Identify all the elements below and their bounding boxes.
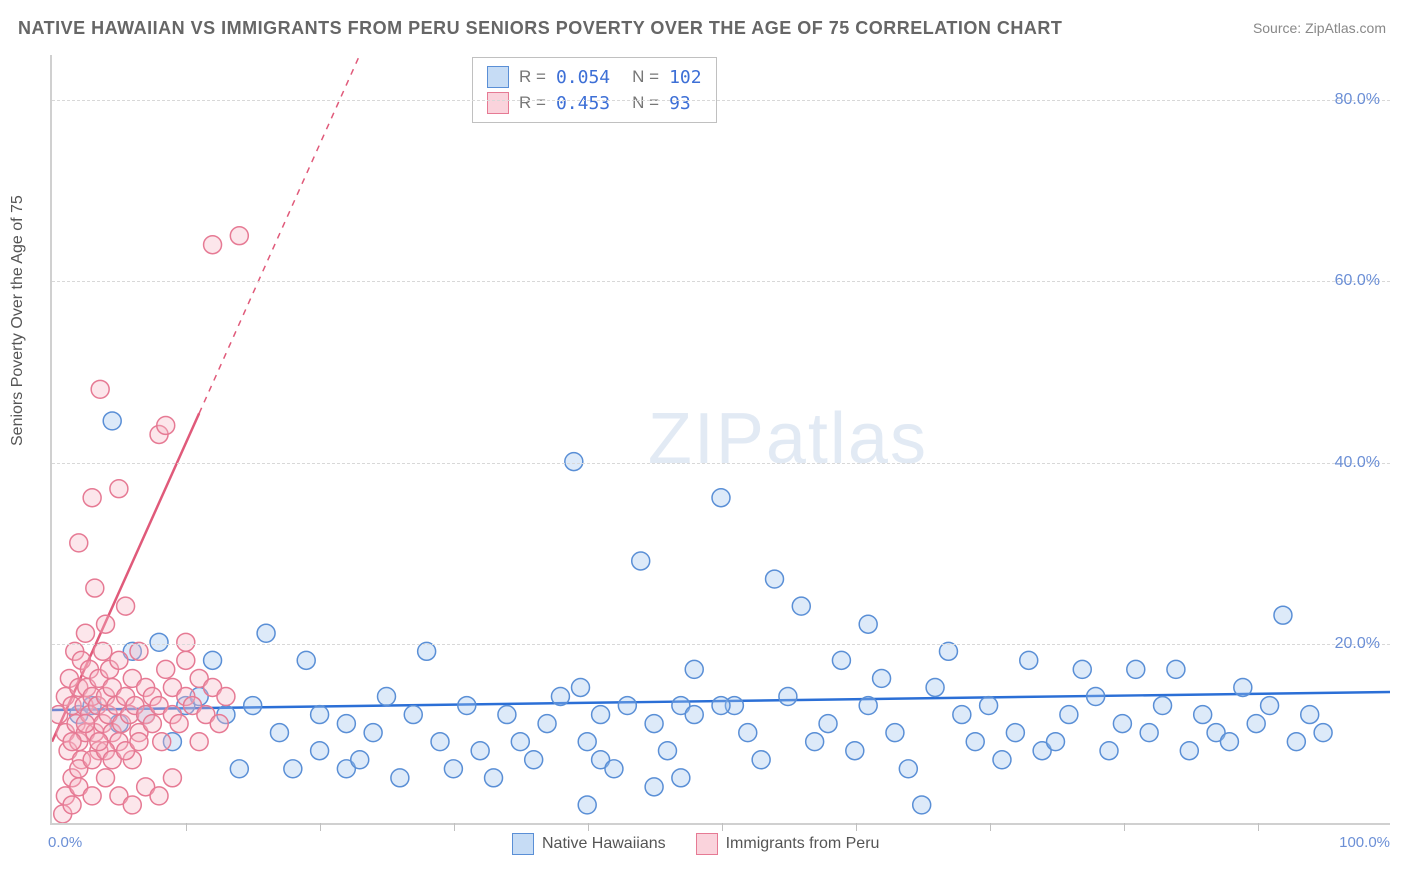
- legend-swatch: [512, 833, 534, 855]
- legend-label: Immigrants from Peru: [726, 835, 880, 853]
- chart-title: NATIVE HAWAIIAN VS IMMIGRANTS FROM PERU …: [18, 18, 1062, 39]
- legend-swatch: [487, 92, 509, 114]
- gridline: [52, 281, 1390, 282]
- r-label: R =: [519, 67, 546, 87]
- n-label: N =: [632, 93, 659, 113]
- x-axis-min-label: 0.0%: [48, 834, 82, 851]
- x-tick-mark: [1258, 823, 1259, 831]
- n-value: 102: [669, 67, 702, 88]
- chart-svg: [52, 55, 1390, 823]
- x-tick-mark: [454, 823, 455, 831]
- y-axis-label: Seniors Poverty Over the Age of 75: [9, 195, 27, 446]
- watermark-atlas: atlas: [766, 399, 928, 479]
- y-tick-label: 20.0%: [1335, 635, 1380, 653]
- n-value: 93: [669, 93, 691, 114]
- legend-item: Native Hawaiians: [512, 833, 666, 855]
- y-tick-label: 80.0%: [1335, 91, 1380, 109]
- legend-label: Native Hawaiians: [542, 835, 666, 853]
- source-label: Source: ZipAtlas.com: [1253, 20, 1386, 36]
- stats-row: R = 0.054 N = 102: [487, 64, 702, 90]
- legend-swatch: [487, 66, 509, 88]
- r-value: 0.054: [556, 67, 610, 88]
- legend-item: Immigrants from Peru: [696, 833, 880, 855]
- r-value: 0.453: [556, 93, 610, 114]
- x-tick-mark: [186, 823, 187, 831]
- stats-row: R = 0.453 N = 93: [487, 90, 702, 116]
- y-tick-label: 60.0%: [1335, 272, 1380, 290]
- gridline: [52, 644, 1390, 645]
- gridline: [52, 100, 1390, 101]
- x-tick-mark: [722, 823, 723, 831]
- plot-area: ZIPatlas R = 0.054 N = 102 R = 0.453 N = 93 0.…: [50, 55, 1390, 825]
- bottom-legend: Native Hawaiians Immigrants from Peru: [512, 833, 879, 855]
- legend-swatch: [696, 833, 718, 855]
- x-tick-mark: [856, 823, 857, 831]
- r-label: R =: [519, 93, 546, 113]
- stats-box: R = 0.054 N = 102 R = 0.453 N = 93: [472, 57, 717, 123]
- watermark: ZIPatlas: [648, 398, 928, 480]
- x-tick-mark: [588, 823, 589, 831]
- x-tick-mark: [1124, 823, 1125, 831]
- x-tick-mark: [990, 823, 991, 831]
- x-axis-max-label: 100.0%: [1339, 834, 1390, 851]
- y-tick-label: 40.0%: [1335, 454, 1380, 472]
- x-tick-mark: [320, 823, 321, 831]
- gridline: [52, 463, 1390, 464]
- n-label: N =: [632, 67, 659, 87]
- watermark-zip: ZIP: [648, 399, 766, 479]
